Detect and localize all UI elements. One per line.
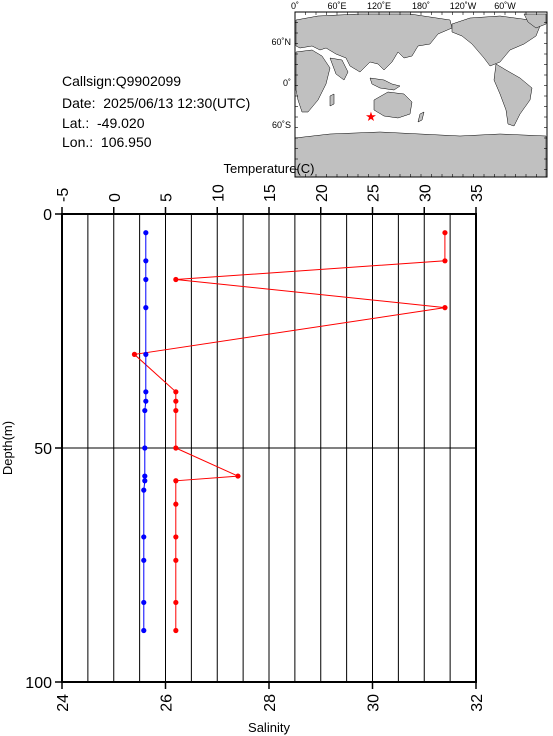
map-lat-label-60s: 60˚S: [272, 120, 291, 130]
salinity-data-point: [173, 276, 179, 283]
temperature-data-point: [141, 599, 147, 606]
temperature-data-point: [143, 305, 149, 311]
map-eurasia: [295, 13, 453, 73]
top-axis-tick-label: 10: [210, 184, 227, 202]
temperature-data-point: [141, 487, 147, 493]
temperature-data-point: [141, 557, 147, 563]
temperature-data-point: [143, 389, 149, 395]
map-australia: [373, 91, 413, 119]
map-africa: [295, 49, 331, 113]
temperature-data-point: [141, 534, 147, 540]
bottom-axis-tick-label: 26: [159, 694, 176, 712]
salinity-data-point: [173, 389, 179, 395]
temperature-data-point: [142, 478, 148, 484]
map-lon-label-60e: 60˚E: [327, 1, 346, 11]
temperature-profile-line: [143, 232, 147, 631]
map-antarctica: [294, 131, 547, 178]
latitude-text: Lat.: -49.020: [62, 115, 145, 131]
top-axis-title: Temperature(C): [223, 161, 314, 176]
bottom-axis-tick-label: 28: [262, 694, 279, 712]
salinity-data-point: [173, 627, 179, 634]
plot-series: [131, 230, 448, 634]
salinity-data-point: [173, 478, 179, 484]
salinity-data-point: [173, 407, 179, 414]
salinity-data-point: [173, 501, 179, 507]
salinity-data-point: [173, 534, 179, 540]
temperature-data-point: [143, 398, 149, 404]
salinity-data-point: [173, 599, 179, 606]
temperature-data-point: [142, 445, 148, 451]
top-axis-tick-label: 5: [159, 193, 176, 202]
location-map: 0˚ 60˚E 120˚E 180˚ 120˚W 60˚W 60˚N 0˚ 60…: [271, 1, 548, 178]
map-ticks: [294, 11, 548, 177]
temperature-data-point: [141, 627, 147, 634]
y-axis-tick-label: 0: [43, 207, 52, 224]
plot-grid: [62, 214, 476, 682]
top-axis-tick-label: 0: [107, 193, 124, 202]
bottom-axis-tick-label: 24: [55, 694, 72, 712]
top-axis-tick-label: 25: [366, 184, 383, 202]
top-axis-tick-label: -5: [55, 188, 72, 202]
salinity-data-point: [173, 398, 179, 404]
map-madagascar: [329, 93, 335, 107]
top-axis-tick-label: 35: [469, 184, 486, 202]
map-indonesia: [369, 77, 401, 91]
salinity-profile-line: [133, 232, 446, 631]
y-axis-tick-label: 50: [34, 441, 52, 458]
salinity-data-point: [173, 557, 179, 563]
y-axis-tick-label: 100: [25, 675, 52, 692]
map-lon-label-0: 0˚: [291, 1, 299, 11]
date-text: Date: 2025/06/13 12:30(UTC): [62, 95, 251, 111]
salinity-data-point: [442, 230, 448, 236]
map-north-america: [451, 15, 541, 67]
map-south-america: [493, 63, 533, 127]
salinity-data-point: [235, 473, 241, 479]
callsign-text: Callsign:Q9902099: [62, 73, 182, 89]
temperature-data-point: [143, 230, 149, 236]
bottom-axis-tick-label: 30: [366, 694, 383, 712]
salinity-data-point: [442, 258, 448, 264]
map-lon-label-180: 180˚: [412, 1, 430, 11]
map-lon-label-120e: 120˚E: [367, 1, 391, 11]
bottom-axis-tick-label: 32: [469, 694, 486, 712]
map-arabia-india: [329, 57, 349, 81]
map-new-zealand: [417, 111, 425, 123]
longitude-text: Lon.: 106.950: [62, 134, 152, 150]
temperature-data-point: [143, 258, 149, 264]
map-lat-label-60n: 60˚N: [271, 37, 291, 47]
map-lon-label-120w: 120˚W: [450, 1, 477, 11]
map-landmasses: [294, 13, 547, 178]
temperature-data-point: [143, 276, 149, 283]
temperature-data-point: [143, 351, 149, 357]
y-axis-title: Depth(m): [0, 421, 15, 475]
temperature-data-point: [142, 407, 148, 414]
map-lat-label-0: 0˚: [283, 78, 291, 88]
top-axis-tick-label: 30: [417, 184, 434, 202]
temperature-data-point: [142, 473, 148, 479]
map-greenland: [523, 13, 547, 29]
salinity-data-point: [442, 305, 448, 311]
plot-ticks: [55, 207, 477, 689]
top-axis-tick-label: 20: [314, 184, 331, 202]
top-axis-tick-label: 15: [262, 184, 279, 202]
map-lon-label-60w: 60˚W: [494, 1, 516, 11]
salinity-data-point: [173, 445, 179, 451]
station-marker-star-icon: ★: [365, 109, 377, 124]
salinity-data-point: [131, 351, 138, 357]
bottom-axis-title: Salinity: [248, 720, 290, 735]
